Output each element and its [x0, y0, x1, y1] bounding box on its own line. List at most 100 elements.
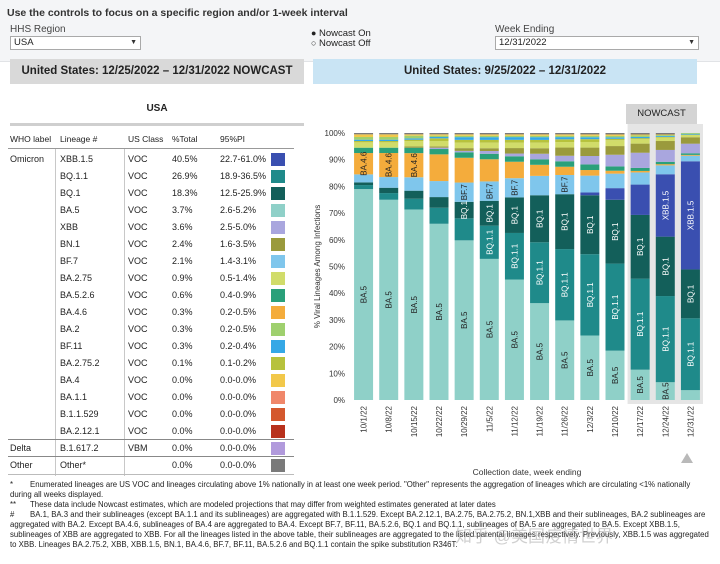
bar-label: BA.5: [586, 359, 595, 377]
bar-label: BA.5: [611, 366, 620, 384]
bar-segment: [504, 197, 524, 233]
percent-total-cell: 18.3%: [172, 188, 198, 198]
lineage-cell: BA.2.75: [60, 273, 93, 283]
control-bar: Use the controls to focus on a specific …: [0, 0, 720, 62]
bar-segment: [404, 190, 424, 199]
bar-segment: [454, 218, 474, 241]
bar-segment: [530, 133, 550, 135]
bar-segment: [555, 139, 575, 143]
bar-segment: [680, 161, 700, 270]
table-row: BQ.1 VOC 18.3% 12.5-25.9%: [8, 185, 294, 202]
table-row: BA.2.12.1 VOC 0.0% 0.0-0.0%: [8, 423, 294, 440]
bar-segment: [630, 133, 650, 135]
bar-segment: [530, 242, 550, 304]
bar-segment: [404, 198, 424, 210]
y-tick-label: 80%: [329, 182, 345, 191]
bar-segment: [354, 134, 374, 138]
nowcast-button[interactable]: NOWCAST: [626, 104, 697, 124]
chevron-down-icon: ▼: [130, 39, 137, 46]
bar-segment: [479, 137, 499, 140]
nowcast-off-radio[interactable]: ○ Nowcast Off: [311, 38, 371, 49]
bar-label: BF.7: [561, 176, 570, 193]
percent-total-cell: 0.3%: [172, 307, 193, 317]
color-swatch: [271, 238, 285, 251]
bar-segment: [479, 258, 499, 400]
bar-segment: [655, 133, 675, 135]
right-section-header: United States: 9/25/2022 – 12/31/2022: [313, 59, 697, 84]
table-title-rule: [10, 123, 304, 126]
footnote-1: * Enumerated lineages are US VOC and line…: [10, 480, 710, 500]
color-swatch: [271, 323, 285, 336]
week-select[interactable]: 12/31/2022 ▼: [495, 36, 699, 50]
bar-segment: [454, 150, 474, 153]
bar-segment: [479, 200, 499, 226]
x-tick-label: 12/31/22: [686, 405, 695, 437]
bar-segment: [655, 174, 675, 237]
color-swatch: [271, 459, 285, 472]
bar-segment: [555, 249, 575, 321]
x-tick-label: 10/8/22: [385, 405, 394, 432]
bar-label: BA.4.6: [360, 151, 369, 176]
bar-segment: [555, 155, 575, 162]
bar-segment: [605, 133, 625, 135]
color-swatch: [271, 204, 285, 217]
bar-segment: [630, 167, 650, 171]
bar-segment: [479, 148, 499, 151]
bar-segment: [580, 141, 600, 148]
us-class-cell: VOC: [128, 239, 148, 249]
y-tick-label: 90%: [329, 156, 345, 165]
bar-label: BQ.1.1: [485, 229, 494, 254]
pi-cell: 0.0-0.0%: [220, 392, 257, 402]
bar-segment: [354, 139, 374, 142]
bar-segment: [605, 137, 625, 139]
bar-label: BQ.1: [586, 215, 595, 234]
us-class-cell: VOC: [128, 375, 148, 385]
bar-segment: [504, 137, 524, 140]
bar-label: BA.5: [636, 376, 645, 394]
bar-segment: [429, 154, 449, 182]
bar-segment: [605, 188, 625, 200]
bar-label: BQ.1: [485, 204, 494, 223]
percent-total-cell: 0.3%: [172, 324, 193, 334]
color-swatch: [271, 442, 285, 455]
x-tick-label: 10/1/22: [360, 405, 369, 432]
week-label: Week Ending: [495, 24, 555, 35]
bar-segment: [580, 192, 600, 196]
bar-segment: [605, 134, 625, 136]
bar-segment: [605, 263, 625, 351]
bar-segment: [379, 142, 399, 148]
bar-segment: [404, 138, 424, 140]
us-class-cell: VOC: [128, 256, 148, 266]
bar-label: BQ.1.1: [611, 294, 620, 319]
bar-segment: [555, 147, 575, 156]
us-class-cell: VOC: [128, 392, 148, 402]
table-row: BA.4 VOC 0.0% 0.0-0.0%: [8, 372, 294, 389]
who-label-cell: Omicron: [10, 154, 45, 164]
us-class-cell: VOC: [128, 222, 148, 232]
bar-label: BQ.1: [510, 205, 519, 224]
bar-segment: [454, 134, 474, 136]
pi-cell: 0.1-0.2%: [220, 358, 257, 368]
bar-segment: [580, 335, 600, 400]
table-row: BA.2 VOC 0.3% 0.2-0.5%: [8, 321, 294, 338]
bar-segment: [454, 152, 474, 158]
us-class-cell: VOC: [128, 171, 148, 181]
nowcast-on-radio[interactable]: ● Nowcast On: [311, 28, 371, 39]
bar-segment: [530, 134, 550, 136]
bar-segment: [655, 137, 675, 142]
bar-label: BQ.1.1: [510, 243, 519, 268]
bar-segment: [429, 146, 449, 148]
bar-segment: [605, 135, 625, 138]
lineage-cell: BQ.1.1: [60, 171, 89, 181]
bar-label: BA.5: [360, 285, 369, 303]
scroll-up-icon[interactable]: [681, 453, 693, 463]
footnote-mark: *: [10, 480, 14, 489]
bar-segment: [630, 214, 650, 279]
bar-segment: [530, 135, 550, 138]
region-select[interactable]: USA ▼: [10, 36, 141, 50]
table-row: BF.11 VOC 0.3% 0.2-0.4%: [8, 338, 294, 355]
us-class-cell: VOC: [128, 409, 148, 419]
bar-segment: [530, 159, 550, 165]
bar-segment: [404, 134, 424, 136]
percent-total-cell: 26.9%: [172, 171, 198, 181]
